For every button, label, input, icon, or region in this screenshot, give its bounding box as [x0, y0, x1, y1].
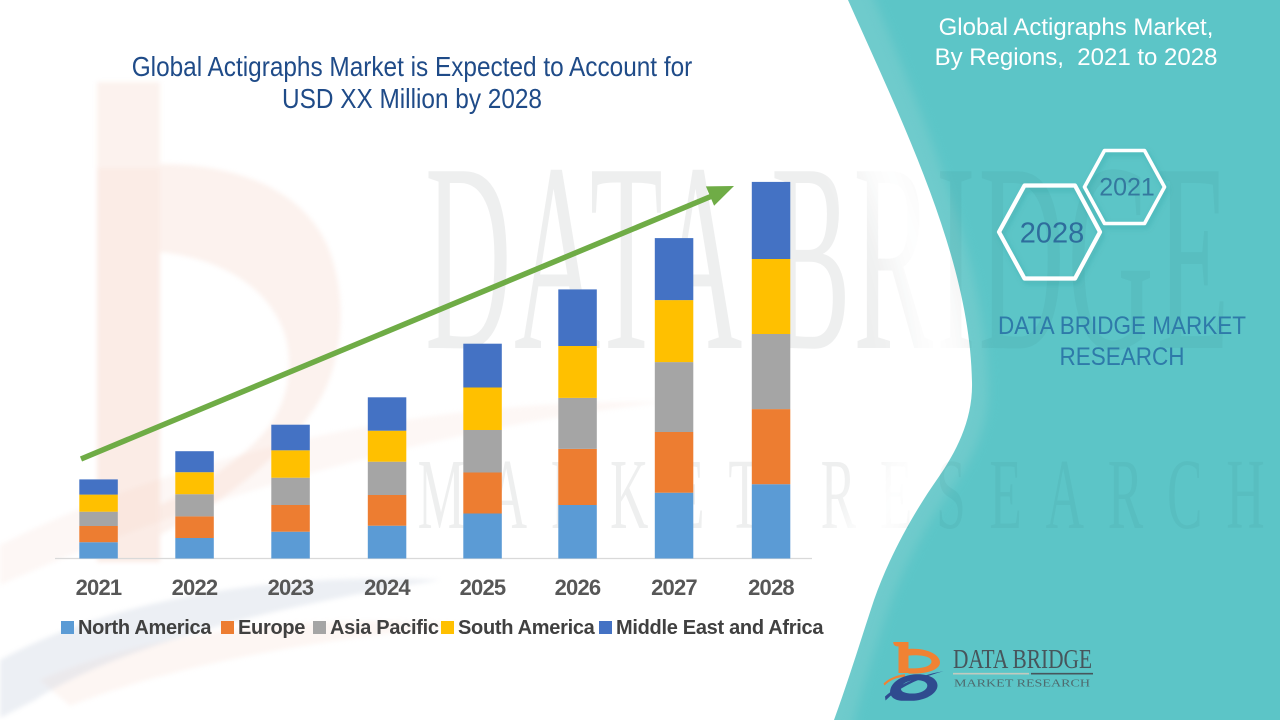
svg-text:2021: 2021 [1099, 174, 1155, 202]
svg-text:MARKET RESEARCH: MARKET RESEARCH [954, 679, 1090, 690]
svg-text:DATA BRIDGE: DATA BRIDGE [953, 644, 1092, 674]
svg-text:2028: 2028 [1020, 218, 1085, 250]
